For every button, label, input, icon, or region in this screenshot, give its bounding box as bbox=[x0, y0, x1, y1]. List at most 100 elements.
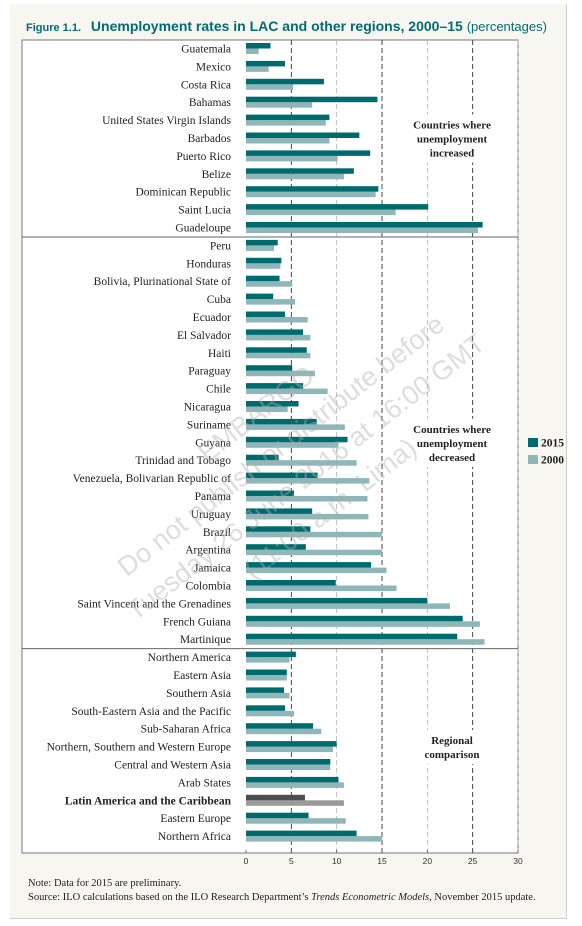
bar-2000 bbox=[246, 818, 346, 824]
bar-2015 bbox=[246, 741, 337, 747]
category-label: Trinidad and Tobago bbox=[135, 455, 231, 467]
bar-2000 bbox=[246, 191, 376, 198]
bar-2000 bbox=[246, 496, 368, 502]
category-label: Central and Western Asia bbox=[114, 760, 231, 772]
x-tick-label: 25 bbox=[468, 856, 478, 866]
bar-2015 bbox=[246, 311, 285, 317]
bar-2000 bbox=[246, 334, 311, 341]
bar-2000 bbox=[246, 227, 479, 233]
group-label: comparison bbox=[425, 749, 480, 761]
category-label: Dominican Republic bbox=[136, 187, 232, 199]
category-label: South-Eastern Asia and the Pacific bbox=[71, 706, 231, 718]
category-label: Northern, Southern and Western Europe bbox=[47, 742, 231, 754]
chart-title: Figure 1.1. Unemployment rates in LAC an… bbox=[26, 18, 566, 34]
bar-2000 bbox=[246, 84, 294, 90]
bar-2015 bbox=[246, 580, 336, 586]
category-label: French Guiana bbox=[163, 616, 231, 628]
bar-2015 bbox=[246, 329, 304, 335]
category-label: Paraguay bbox=[188, 366, 231, 378]
x-tick-label: 10 bbox=[332, 856, 342, 866]
bar-2000 bbox=[246, 317, 308, 323]
title-suffix: (percentages) bbox=[466, 19, 547, 34]
category-label: Northern America bbox=[148, 652, 231, 664]
category-label: Haiti bbox=[208, 348, 231, 360]
bar-2015 bbox=[246, 526, 311, 532]
bar-2000 bbox=[246, 388, 328, 395]
bar-2000 bbox=[246, 710, 295, 717]
bar-2015 bbox=[246, 401, 299, 407]
group-label: decreased bbox=[429, 452, 475, 464]
bar-2000 bbox=[246, 352, 311, 359]
bar-2000 bbox=[246, 299, 295, 305]
bar-2000 bbox=[246, 406, 288, 412]
category-label: Chile bbox=[206, 384, 231, 396]
source-prefix: Source: ILO calculations based on the IL… bbox=[28, 892, 312, 903]
bar-2015 bbox=[246, 60, 285, 67]
bar-2000 bbox=[246, 48, 259, 54]
category-label: Guatemala bbox=[181, 44, 231, 56]
bar-2015 bbox=[246, 651, 296, 658]
bar-2015 bbox=[246, 454, 279, 461]
category-label: Latin America and the Caribbean bbox=[65, 795, 232, 807]
bar-2000 bbox=[246, 692, 290, 699]
bar-2015 bbox=[246, 633, 458, 640]
bar-2000 bbox=[246, 585, 397, 591]
bar-2000 bbox=[246, 173, 344, 180]
group-label: Countries where bbox=[413, 120, 491, 132]
bar-2000 bbox=[246, 263, 281, 269]
bar-2015 bbox=[246, 132, 360, 138]
bar-2015 bbox=[246, 794, 305, 801]
group-label: increased bbox=[430, 148, 474, 160]
group-label: unemployment bbox=[417, 438, 488, 450]
x-tick-label: 15 bbox=[377, 856, 387, 866]
bar-2000 bbox=[246, 639, 485, 645]
category-label: Venezuela, Bolivarian Republic of bbox=[73, 473, 232, 485]
group-label-box bbox=[404, 114, 500, 163]
bar-2015 bbox=[246, 293, 274, 300]
category-label: Ecuador bbox=[193, 312, 231, 324]
bar-2015 bbox=[246, 96, 378, 103]
bar-2000 bbox=[246, 603, 450, 609]
category-label: El Salvador bbox=[177, 330, 231, 342]
bar-2000 bbox=[246, 245, 275, 251]
bar-2000 bbox=[246, 746, 334, 753]
bar-2000 bbox=[246, 621, 480, 627]
category-label: Martinique bbox=[180, 634, 231, 646]
bar-2000 bbox=[246, 281, 293, 287]
bar-2000 bbox=[246, 800, 344, 806]
category-label: Bolivia, Plurinational State of bbox=[94, 276, 232, 288]
bar-2015 bbox=[246, 114, 330, 121]
bar-2000 bbox=[246, 460, 357, 466]
source-italic: Trends Econometric Models bbox=[311, 892, 430, 903]
legend-label-2000: 2000 bbox=[541, 455, 564, 467]
x-tick-label: 20 bbox=[423, 856, 433, 866]
bar-2000 bbox=[246, 836, 382, 842]
bar-2015 bbox=[246, 544, 306, 550]
title-main: Unemployment rates in LAC and other regi… bbox=[90, 18, 463, 34]
bar-2015 bbox=[246, 383, 304, 389]
bar-2015 bbox=[246, 776, 339, 783]
source-text: Source: ILO calculations based on the IL… bbox=[28, 891, 558, 905]
bar-2015 bbox=[246, 418, 317, 425]
bar-2000 bbox=[246, 531, 382, 538]
bar-2000 bbox=[246, 728, 322, 735]
category-label: Guadeloupe bbox=[175, 223, 231, 235]
bar-2015 bbox=[246, 562, 372, 568]
group-label: Countries where bbox=[413, 424, 491, 436]
bar-2000 bbox=[246, 424, 345, 430]
bar-2015 bbox=[246, 705, 285, 711]
bar-2015 bbox=[246, 436, 348, 443]
category-label: Eastern Europe bbox=[160, 813, 231, 825]
bar-2000 bbox=[246, 513, 369, 520]
bar-2000 bbox=[246, 675, 287, 681]
category-label: Brazil bbox=[203, 527, 231, 539]
legend-swatch-2015 bbox=[528, 438, 538, 447]
figure-label: Figure 1.1. bbox=[26, 22, 82, 34]
category-label: Belize bbox=[202, 169, 231, 181]
bar-2015 bbox=[246, 615, 463, 622]
category-label: Saint Lucia bbox=[178, 205, 231, 217]
bar-2000 bbox=[246, 370, 315, 377]
legend-label-2015: 2015 bbox=[541, 438, 564, 450]
category-label: Panama bbox=[195, 491, 231, 503]
